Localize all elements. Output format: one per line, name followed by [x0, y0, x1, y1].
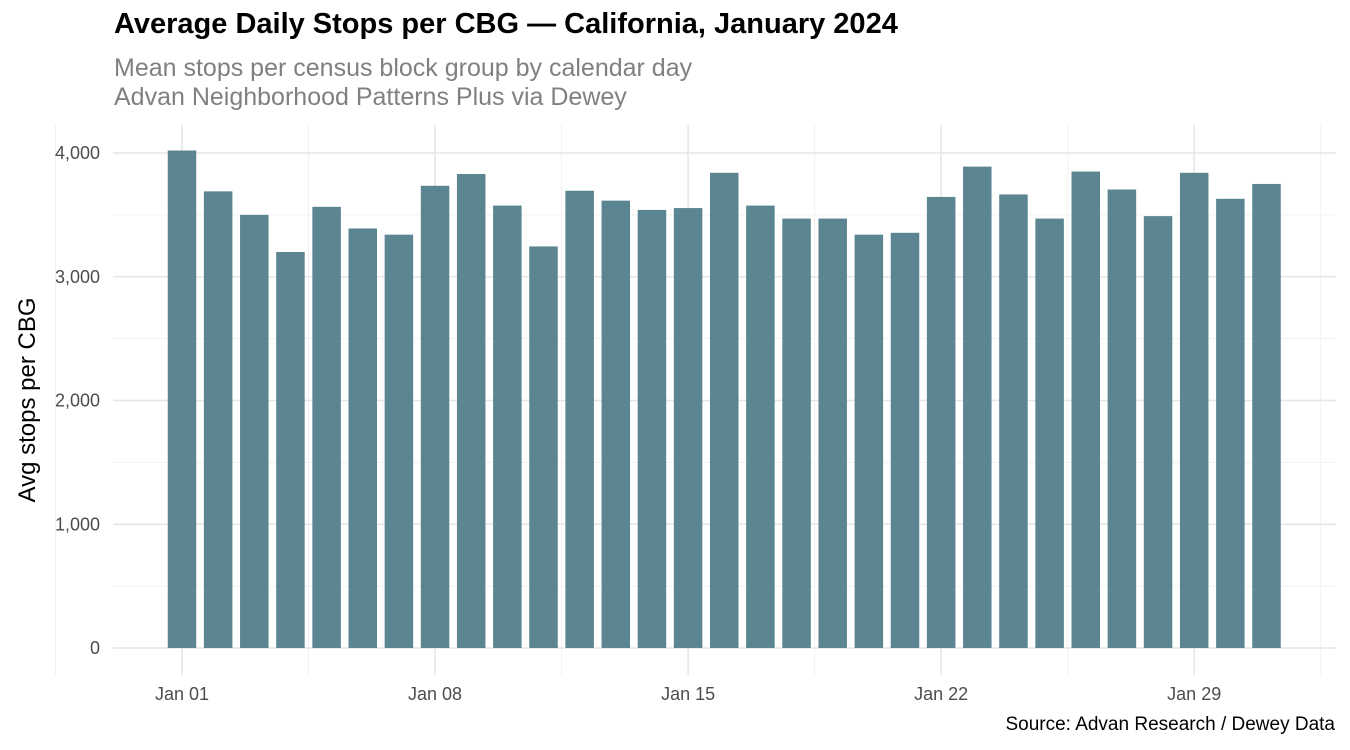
bar [601, 200, 631, 649]
bar [1035, 218, 1064, 648]
x-tick-label: Jan 08 [408, 684, 462, 704]
bars [167, 150, 1281, 649]
bar [673, 208, 703, 648]
bar [167, 150, 197, 648]
bar [276, 252, 305, 648]
bar [999, 194, 1028, 649]
subtitle-line-2: Advan Neighborhood Patterns Plus via Dew… [114, 83, 627, 111]
bar [1179, 172, 1209, 649]
y-tick-label: 2,000 [55, 391, 100, 411]
bar [746, 205, 775, 648]
bar [637, 209, 667, 649]
bar [420, 185, 450, 648]
bar [1071, 171, 1100, 648]
bar [384, 234, 414, 649]
chart-subtitle: Mean stops per census block group by cal… [114, 54, 692, 112]
chart-title: Average Daily Stops per CBG — California… [114, 8, 898, 40]
bar [854, 234, 884, 649]
bar [963, 166, 992, 649]
bar [890, 232, 920, 648]
bar [565, 190, 594, 648]
bar [240, 214, 269, 648]
bar [203, 191, 233, 649]
bar [1252, 183, 1281, 648]
y-axis-label: Avg stops per CBG [14, 298, 41, 503]
y-tick-label: 4,000 [55, 143, 100, 163]
bar [456, 174, 486, 648]
bar [1216, 198, 1245, 648]
bar [818, 218, 847, 648]
x-axis-tick-labels: Jan 01 Jan 08 Jan 15 Jan 22 Jan 29 [155, 684, 1221, 704]
bar [926, 196, 956, 648]
y-axis-tick-labels: 0 1,000 2,000 3,000 4,000 [55, 143, 100, 658]
y-tick-label: 0 [90, 638, 100, 658]
y-tick-label: 3,000 [55, 267, 100, 287]
x-tick-label: Jan 29 [1167, 684, 1221, 704]
x-tick-label: Jan 22 [914, 684, 968, 704]
bar [493, 205, 522, 648]
bar [348, 228, 377, 649]
source-caption: Source: Advan Research / Dewey Data [1005, 714, 1335, 735]
bar [1107, 189, 1137, 648]
y-tick-label: 1,000 [55, 514, 100, 534]
x-tick-label: Jan 01 [155, 684, 209, 704]
bar [312, 206, 341, 649]
bar [529, 246, 558, 648]
bar [710, 172, 739, 649]
subtitle-line-1: Mean stops per census block group by cal… [114, 54, 693, 82]
x-tick-label: Jan 15 [661, 684, 715, 704]
bar [1143, 216, 1173, 649]
bar [782, 218, 811, 648]
